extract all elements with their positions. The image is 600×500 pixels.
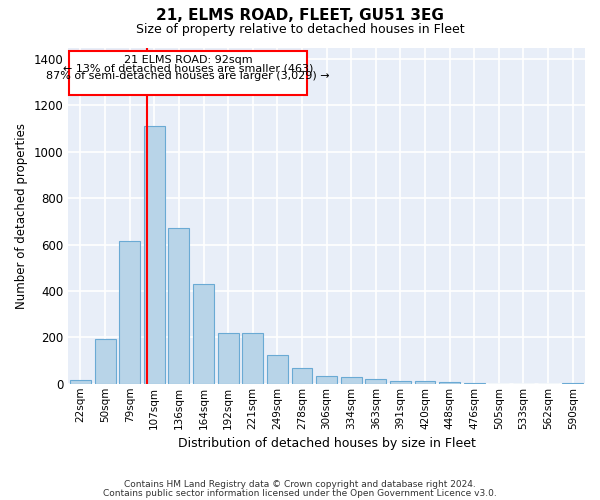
Bar (169, 228, 190, 384)
Bar (267, 355, 288, 384)
Bar (218, 333, 239, 384)
Text: Size of property relative to detached houses in Fleet: Size of property relative to detached ho… (136, 22, 464, 36)
Bar (95, 338, 116, 384)
Bar (341, 377, 362, 384)
Bar (70, 380, 91, 384)
Text: 21 ELMS ROAD: 92sqm: 21 ELMS ROAD: 92sqm (124, 55, 253, 65)
Bar (242, 333, 263, 384)
Text: Contains HM Land Registry data © Crown copyright and database right 2024.: Contains HM Land Registry data © Crown c… (124, 480, 476, 489)
Bar (390, 381, 411, 384)
Bar (365, 379, 386, 384)
Y-axis label: Number of detached properties: Number of detached properties (15, 122, 28, 308)
Text: Contains public sector information licensed under the Open Government Licence v3: Contains public sector information licen… (103, 489, 497, 498)
Bar (562, 382, 583, 384)
Text: 87% of semi-detached houses are larger (3,029) →: 87% of semi-detached houses are larger (… (46, 71, 330, 81)
Bar (144, 126, 165, 384)
Bar (193, 284, 214, 384)
Bar (316, 376, 337, 384)
Bar (415, 382, 436, 384)
FancyBboxPatch shape (70, 51, 307, 95)
Bar (119, 241, 140, 384)
Text: ← 13% of detached houses are smaller (463): ← 13% of detached houses are smaller (46… (63, 63, 313, 73)
Bar (292, 368, 313, 384)
X-axis label: Distribution of detached houses by size in Fleet: Distribution of detached houses by size … (178, 437, 476, 450)
Bar (439, 382, 460, 384)
Text: 21, ELMS ROAD, FLEET, GU51 3EG: 21, ELMS ROAD, FLEET, GU51 3EG (156, 8, 444, 22)
